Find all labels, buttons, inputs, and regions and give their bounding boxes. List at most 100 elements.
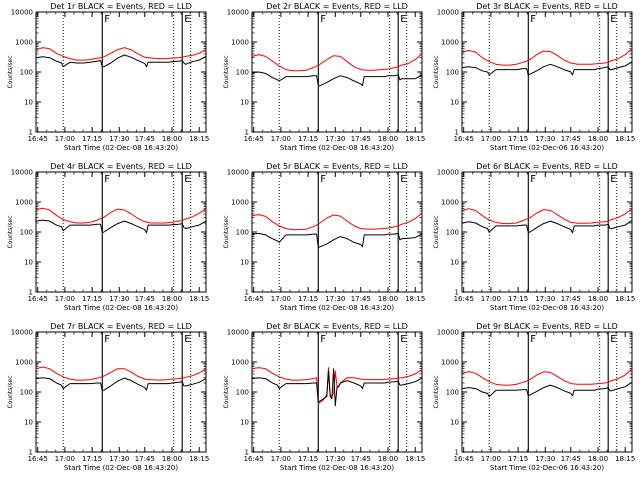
x-tick-label: 17:45 xyxy=(561,135,581,143)
lld-rate-line xyxy=(461,48,633,66)
x-axis-label: Start Time (02-Dec-08 16:43:20) xyxy=(64,144,178,152)
y-tick-label: 100 xyxy=(446,69,459,77)
x-axis-label: Start Time (02-Dec-08 16:43:20) xyxy=(280,464,394,472)
x-axis-label: Start Time (02-Dec-08 16:43:20) xyxy=(280,144,394,152)
y-tick-label: 1 xyxy=(455,129,459,137)
y-tick-label: 100 xyxy=(20,229,33,237)
panel-title: Det 2r BLACK = Events, RED = LLD xyxy=(266,2,408,11)
x-tick-label: 17:00 xyxy=(55,295,75,303)
lld-rate-line xyxy=(35,366,207,381)
x-tick-label: 18:00 xyxy=(162,295,182,303)
y-tick-label: 10 xyxy=(24,259,33,267)
y-tick-label: 10 xyxy=(450,99,459,107)
x-tick-label: 17:15 xyxy=(82,455,102,463)
y-tick-label: 10000 xyxy=(11,169,33,177)
y-tick-label: 1000 xyxy=(441,359,459,367)
x-tick-label: 17:45 xyxy=(135,135,155,143)
x-tick-label: 18:00 xyxy=(588,455,608,463)
panel-9: Det 9r BLACK = Events, RED = LLD 1 10 100 10… xyxy=(433,322,635,472)
x-tick-label: 18:00 xyxy=(588,295,608,303)
marker-label: F xyxy=(104,174,110,185)
y-tick-label: 100 xyxy=(236,389,249,397)
y-tick-label: 100 xyxy=(236,69,249,77)
panel-5: Det 5r BLACK = Events, RED = LLD 1 10 100 10… xyxy=(223,162,425,312)
x-tick-label: 16:45 xyxy=(454,295,474,303)
x-tick-label: 16:45 xyxy=(454,455,474,463)
x-tick-label: 17:15 xyxy=(298,135,318,143)
x-tick-label: 17:00 xyxy=(481,295,501,303)
events-rate-line xyxy=(461,381,633,398)
panel-title: Det 6r BLACK = Events, RED = LLD xyxy=(476,162,618,171)
x-axis-label: Start Time (02-Dec-06 16:43:20) xyxy=(490,464,604,472)
y-tick-label: 1000 xyxy=(231,39,249,47)
panel-title: Det 7r BLACK = Events, RED = LLD xyxy=(50,322,192,331)
marker-label: E xyxy=(400,174,406,185)
y-tick-label: 1000 xyxy=(15,199,33,207)
panel-6: Det 6r BLACK = Events, RED = LLD 1 10 100 10… xyxy=(433,162,635,312)
x-tick-label: 17:15 xyxy=(508,135,528,143)
x-tick-label: 17:30 xyxy=(109,295,129,303)
x-tick-label: 17:15 xyxy=(508,295,528,303)
y-tick-label: 1000 xyxy=(231,359,249,367)
lld-rate-line xyxy=(251,212,423,231)
lld-rate-line xyxy=(35,47,207,61)
x-axis-label: Start Time (02-Dec-08 16:43:20) xyxy=(490,304,604,312)
y-tick-label: 10000 xyxy=(11,329,33,337)
x-tick-label: 17:00 xyxy=(481,455,501,463)
y-tick-label: 10000 xyxy=(437,169,459,177)
x-tick-label: 17:15 xyxy=(82,295,102,303)
x-tick-label: 17:30 xyxy=(109,455,129,463)
plot-frame xyxy=(461,331,633,453)
x-tick-label: 17:15 xyxy=(298,295,318,303)
x-tick-label: 16:45 xyxy=(244,295,264,303)
x-tick-label: 17:00 xyxy=(271,135,291,143)
x-tick-label: 16:45 xyxy=(28,295,48,303)
x-tick-label: 17:30 xyxy=(109,135,129,143)
y-tick-label: 10 xyxy=(240,259,249,267)
y-tick-label: 1 xyxy=(29,449,33,457)
x-tick-label: 16:45 xyxy=(244,455,264,463)
panel-2: Det 2r BLACK = Events, RED = LLD 1 10 100 10… xyxy=(223,2,425,152)
plot-frame xyxy=(251,11,423,133)
events-rate-line xyxy=(35,219,207,234)
marker-label: F xyxy=(530,14,536,25)
y-tick-label: 100 xyxy=(20,69,33,77)
x-tick-label: 18:15 xyxy=(405,135,425,143)
x-tick-label: 17:15 xyxy=(82,135,102,143)
x-tick-label: 18:15 xyxy=(615,295,635,303)
marker-label: E xyxy=(610,174,616,185)
y-tick-label: 1000 xyxy=(441,39,459,47)
x-tick-label: 17:45 xyxy=(561,455,581,463)
x-tick-label: 16:45 xyxy=(244,135,264,143)
y-axis-label: Counts/sec xyxy=(7,55,14,88)
marker-label: F xyxy=(320,334,326,345)
y-tick-label: 100 xyxy=(446,389,459,397)
x-tick-label: 17:30 xyxy=(325,295,345,303)
plot-frame xyxy=(35,171,207,293)
x-axis-label: Start Time (02-Dec-06 16:43:20) xyxy=(490,144,604,152)
events-rate-line xyxy=(251,232,423,249)
x-tick-label: 17:30 xyxy=(535,135,555,143)
y-tick-label: 10000 xyxy=(11,9,33,17)
x-tick-label: 17:45 xyxy=(135,455,155,463)
x-tick-label: 18:15 xyxy=(405,455,425,463)
marker-label: F xyxy=(104,14,110,25)
x-tick-label: 17:30 xyxy=(535,455,555,463)
marker-label: F xyxy=(530,174,536,185)
x-tick-label: 18:00 xyxy=(378,135,398,143)
marker-label: F xyxy=(530,334,536,345)
x-tick-label: 18:00 xyxy=(162,455,182,463)
plot-frame xyxy=(461,171,633,293)
lld-rate-line xyxy=(251,367,423,405)
x-tick-label: 18:15 xyxy=(189,455,209,463)
y-axis-label: Counts/sec xyxy=(433,55,440,88)
y-tick-label: 1000 xyxy=(441,199,459,207)
y-tick-label: 1 xyxy=(29,129,33,137)
panel-7: Det 7r BLACK = Events, RED = LLD 1 10 100 10… xyxy=(7,322,209,472)
plot-frame xyxy=(35,11,207,133)
x-axis-label: Start Time (02-Dec-08 16:43:20) xyxy=(64,304,178,312)
lld-rate-line xyxy=(251,53,423,72)
x-tick-label: 18:00 xyxy=(162,135,182,143)
marker-label: F xyxy=(320,14,326,25)
x-tick-label: 17:00 xyxy=(55,135,75,143)
